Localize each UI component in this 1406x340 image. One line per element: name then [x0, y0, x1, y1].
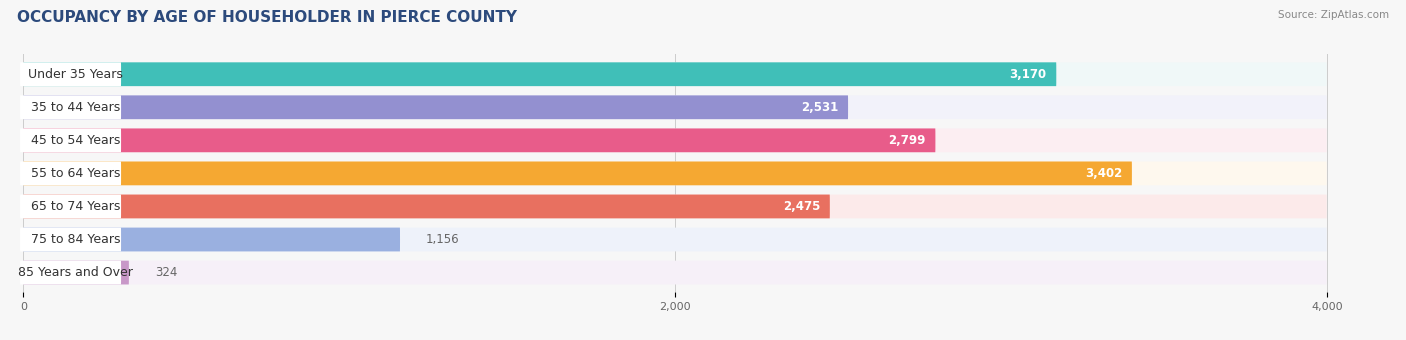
FancyBboxPatch shape — [24, 194, 1327, 218]
FancyBboxPatch shape — [20, 261, 121, 285]
Text: 2,531: 2,531 — [801, 101, 838, 114]
FancyBboxPatch shape — [20, 96, 121, 119]
FancyBboxPatch shape — [24, 96, 1327, 119]
FancyBboxPatch shape — [20, 129, 121, 152]
Text: 2,799: 2,799 — [889, 134, 925, 147]
FancyBboxPatch shape — [24, 62, 1056, 86]
Text: OCCUPANCY BY AGE OF HOUSEHOLDER IN PIERCE COUNTY: OCCUPANCY BY AGE OF HOUSEHOLDER IN PIERC… — [17, 10, 517, 25]
Text: 45 to 54 Years: 45 to 54 Years — [31, 134, 120, 147]
Text: 1,156: 1,156 — [426, 233, 460, 246]
Text: Under 35 Years: Under 35 Years — [28, 68, 122, 81]
FancyBboxPatch shape — [24, 96, 848, 119]
Text: 3,170: 3,170 — [1010, 68, 1046, 81]
FancyBboxPatch shape — [24, 162, 1327, 185]
Text: Source: ZipAtlas.com: Source: ZipAtlas.com — [1278, 10, 1389, 20]
FancyBboxPatch shape — [24, 194, 830, 218]
FancyBboxPatch shape — [24, 62, 1327, 86]
Text: 2,475: 2,475 — [783, 200, 820, 213]
Text: 3,402: 3,402 — [1085, 167, 1122, 180]
FancyBboxPatch shape — [24, 261, 1327, 285]
FancyBboxPatch shape — [24, 227, 1327, 251]
Text: 65 to 74 Years: 65 to 74 Years — [31, 200, 120, 213]
FancyBboxPatch shape — [20, 62, 121, 86]
FancyBboxPatch shape — [20, 162, 121, 185]
Text: 75 to 84 Years: 75 to 84 Years — [31, 233, 120, 246]
FancyBboxPatch shape — [24, 162, 1132, 185]
FancyBboxPatch shape — [24, 129, 935, 152]
FancyBboxPatch shape — [20, 227, 121, 251]
Text: 324: 324 — [155, 266, 177, 279]
Text: 85 Years and Over: 85 Years and Over — [18, 266, 134, 279]
FancyBboxPatch shape — [20, 194, 121, 218]
FancyBboxPatch shape — [24, 227, 401, 251]
Text: 55 to 64 Years: 55 to 64 Years — [31, 167, 120, 180]
FancyBboxPatch shape — [24, 261, 129, 285]
FancyBboxPatch shape — [24, 129, 1327, 152]
Text: 35 to 44 Years: 35 to 44 Years — [31, 101, 120, 114]
